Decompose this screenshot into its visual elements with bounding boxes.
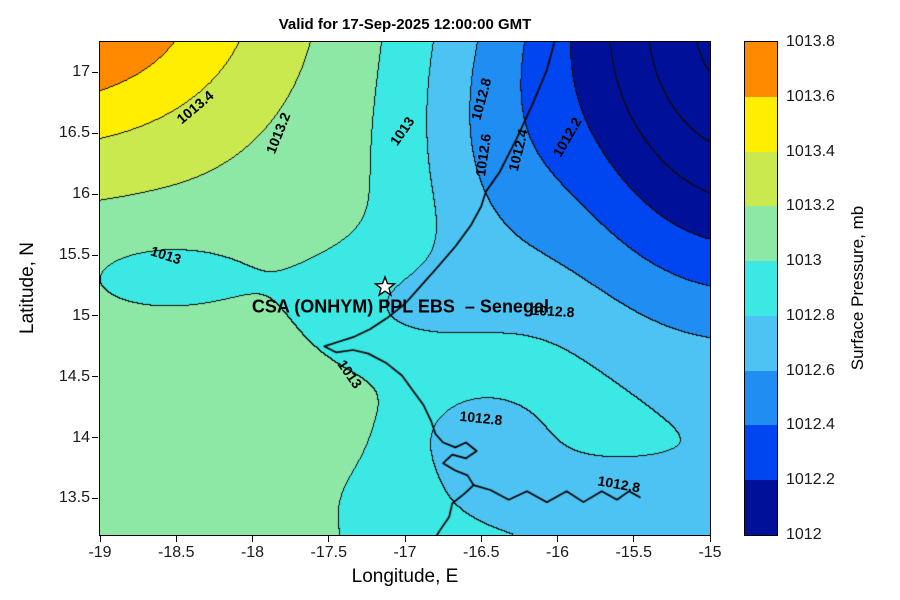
x-tick-label: -16.5 [463, 544, 500, 561]
contour-field-canvas [100, 42, 710, 535]
y-tick-label: 16 [72, 185, 90, 203]
y-tick-mark [92, 437, 98, 439]
colorbar-tick-label: 1013 [786, 252, 822, 270]
colorbar-tick-label: 1013.6 [786, 87, 835, 105]
y-tick-label: 15.5 [58, 246, 90, 264]
colorbar-tick-label: 1012.8 [786, 306, 835, 324]
x-tick-mark [404, 536, 406, 542]
colorbar-segment [745, 480, 777, 536]
y-tick-mark [92, 71, 98, 73]
x-tick-label: -15 [698, 544, 722, 561]
y-tick-label: 14.5 [58, 367, 90, 385]
x-tick-label: -17 [393, 544, 417, 561]
colorbar-segment [745, 151, 777, 207]
star-marker [373, 274, 397, 297]
colorbar-tick-label: 1013.4 [786, 142, 835, 160]
y-tick-mark [92, 132, 98, 134]
x-tick-mark [557, 536, 558, 542]
x-tick-mark [709, 536, 711, 542]
colorbar-tick-label: 1013.8 [786, 33, 835, 50]
y-tick-label: 17 [72, 63, 90, 81]
colorbar [744, 41, 778, 536]
y-tick-label: 14 [72, 428, 90, 446]
x-tick-label: -18 [240, 544, 265, 561]
y-tick-mark [92, 254, 98, 256]
x-tick-label: -16 [545, 544, 570, 561]
chart-title: Valid for 17-Sep-2025 12:00:00 GMT [278, 16, 532, 33]
map-annotation: CSA (ONHYM) PPL EBS – Senegal [251, 296, 549, 317]
x-tick-mark [480, 536, 482, 542]
x-tick-mark [99, 536, 101, 542]
x-tick-label: -18.5 [158, 544, 195, 561]
y-tick-mark [92, 497, 98, 499]
x-tick-label: -19 [88, 544, 112, 561]
colorbar-segment [745, 370, 777, 426]
colorbar-segment [745, 315, 777, 371]
colorbar-tick-label: 1012.6 [786, 361, 835, 379]
y-tick-mark [92, 315, 98, 317]
y-tick-label: 13.5 [58, 489, 90, 507]
x-tick-label: -17.5 [310, 544, 347, 561]
y-tick-label: 15 [72, 306, 90, 324]
colorbar-segment [745, 42, 777, 97]
colorbar-segment [745, 206, 777, 262]
y-tick-label: 16.5 [58, 124, 90, 142]
x-axis-label: Longitude, E [351, 566, 459, 587]
x-tick-mark [252, 536, 253, 542]
x-tick-mark [633, 536, 635, 542]
colorbar-segment [745, 425, 777, 481]
y-tick-mark [92, 376, 98, 378]
colorbar-title: Surface Pressure, mb [848, 205, 867, 371]
y-tick-mark [92, 193, 98, 195]
colorbar-tick-label: 1012.4 [786, 416, 835, 434]
colorbar-tick-label: 1012 [786, 526, 822, 543]
colorbar-segment [745, 96, 777, 152]
colorbar-segment [745, 261, 777, 316]
x-tick-label: -15.5 [615, 544, 652, 561]
x-tick-mark [328, 536, 330, 542]
plot-area [99, 41, 711, 536]
colorbar-tick-label: 1013.2 [786, 197, 835, 215]
colorbar-tick-label: 1012.2 [786, 471, 835, 489]
star-marker-shape [373, 274, 397, 297]
x-tick-mark [175, 536, 177, 542]
